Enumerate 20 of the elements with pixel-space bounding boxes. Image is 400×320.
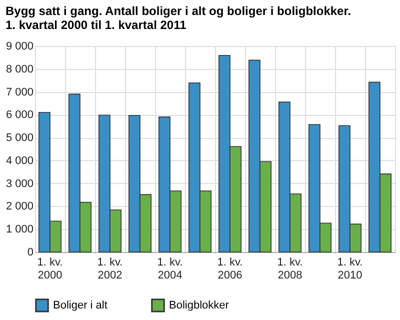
x-tick-label: 1. kv. 2008	[277, 256, 303, 282]
y-tick-label: 5 000	[6, 132, 34, 144]
y-tick-label: 2 000	[6, 200, 34, 213]
x-tick-label: 1. kv. 2010	[337, 256, 363, 282]
y-tick-label: 1 000	[6, 224, 34, 236]
x-tick-label: 1. kv. 2000	[37, 256, 63, 282]
y-tick-label: 8 000	[6, 63, 34, 76]
legend-label: Boligblokker	[169, 299, 230, 312]
x-tick-label: 1. kv. 2006	[217, 256, 243, 282]
legend-label: Boliger i alt	[53, 299, 108, 312]
y-tick-label: 4 000	[6, 154, 34, 167]
y-tick-label: 7 000	[6, 86, 34, 98]
y-tick-label: 0	[27, 246, 34, 258]
chart-subtitle: 1. kvartal 2000 til 1. kvartal 2011	[5, 18, 187, 32]
y-tick-label: 3 000	[6, 178, 34, 190]
y-tick-label: 6 000	[6, 109, 34, 122]
x-tick-label: 1. kv. 2004	[157, 256, 183, 282]
y-tick-label: 9 000	[6, 40, 34, 52]
x-tick-label: 1. kv. 2002	[97, 256, 123, 282]
chart-title: Bygg satt i gang. Antall boliger i alt og boliger i boligblokker.	[5, 4, 352, 18]
